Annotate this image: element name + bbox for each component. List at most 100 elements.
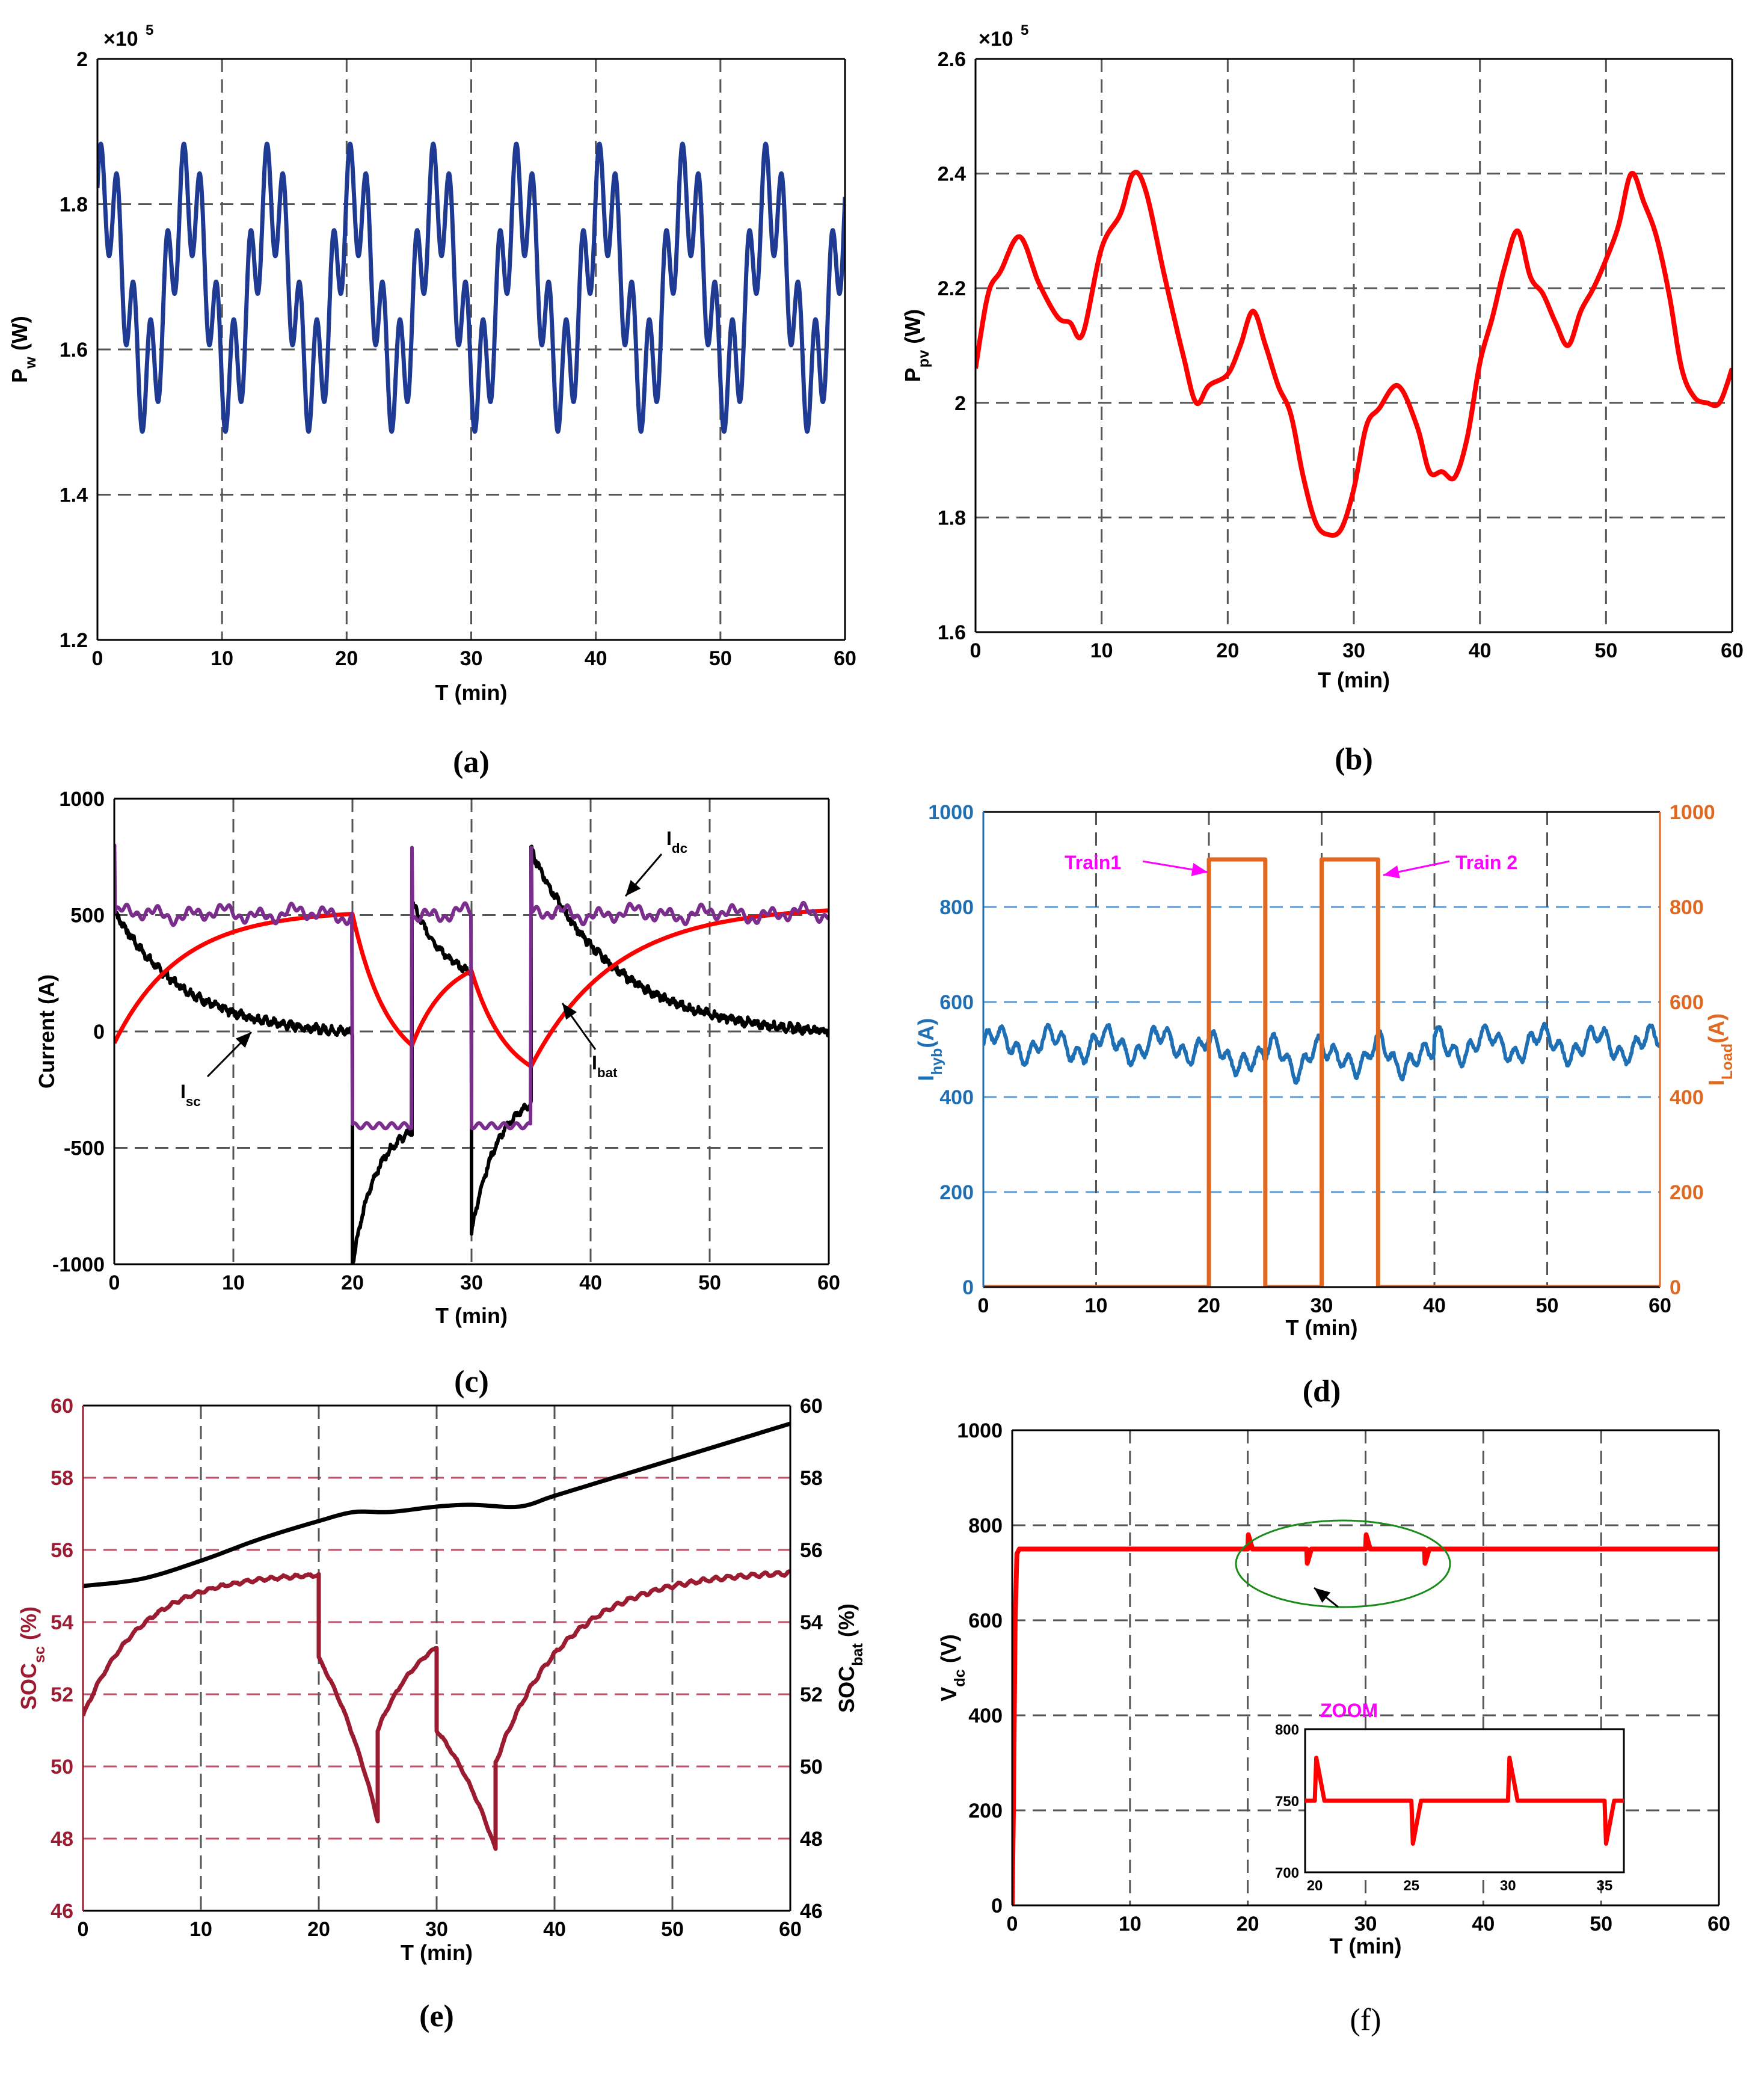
x-tick-label: 20	[307, 1918, 330, 1941]
y-tick-label: 1.2	[60, 629, 88, 652]
series-line-soc-sc	[83, 1569, 790, 1851]
series-line-soc-bat	[83, 1421, 790, 1588]
y-tick-label: 1.6	[60, 339, 88, 361]
x-axis-label: T (min)	[1330, 1934, 1402, 1958]
x-tick-label: 20	[1197, 1294, 1220, 1317]
x-tick-label: 20	[341, 1271, 364, 1294]
y-right-tick-label: 58	[800, 1467, 823, 1490]
x-tick-label: 10	[1119, 1913, 1142, 1935]
arrow-i-dc-head	[625, 880, 641, 896]
y-tick-label: 600	[968, 1609, 1003, 1632]
x-tick-label: 30	[1342, 639, 1365, 662]
x-tick-label: 0	[109, 1271, 120, 1294]
series-line-v-dc	[1012, 1532, 1719, 1905]
x-axis-label: T (min)	[1318, 668, 1390, 692]
x-tick-label: 0	[78, 1918, 89, 1941]
y-tick-label: 60	[51, 1395, 73, 1418]
panel-caption: (f)	[1350, 2003, 1381, 2037]
annotation-i-sc: Isc	[180, 1081, 201, 1109]
x-tick-label: 40	[579, 1271, 602, 1294]
x-axis-label: T (min)	[435, 1303, 508, 1328]
y-tick-label: 800	[968, 1514, 1003, 1537]
x-tick-label: 20	[335, 647, 358, 670]
y-tick-label: 0	[991, 1895, 1003, 1917]
x-tick-label: 30	[1354, 1913, 1377, 1935]
y-tick-label: 1.6	[938, 621, 966, 644]
inset-x-tick-label: 35	[1597, 1878, 1613, 1894]
y-tick-label: 46	[51, 1900, 73, 1923]
x-tick-label: 10	[222, 1271, 245, 1294]
x-tick-label: 40	[543, 1918, 566, 1941]
arrow-zoom-head	[1314, 1588, 1331, 1603]
x-tick-label: 50	[1594, 639, 1617, 662]
y-tick-label: 1000	[957, 1419, 1003, 1442]
y-right-tick-label: 56	[800, 1539, 823, 1562]
inset-x-tick-label: 25	[1403, 1878, 1419, 1894]
x-tick-label: 0	[978, 1294, 989, 1317]
y-exponent-power: 5	[1021, 22, 1028, 38]
x-tick-label: 40	[1469, 639, 1492, 662]
annotation-i-bat: Ibat	[592, 1052, 618, 1080]
y-right-tick-label: 600	[1670, 991, 1704, 1014]
panel-b: 1.6 1.8 2 2.2 2.4 2.6 0 10 20 30 40 50 60 ×10 5 Ppv (W)…	[900, 22, 1744, 776]
x-tick-label: 0	[92, 647, 103, 670]
y-right-tick-label: 52	[800, 1683, 823, 1706]
panel-c: -1000 -500 0 500 1000 0 10 20 30 40 50 60 Idc Isc Ibat…	[34, 788, 840, 1399]
y-right-tick-label: 46	[800, 1900, 823, 1923]
x-tick-label: 60	[1649, 1294, 1671, 1317]
y-tick-label: 400	[968, 1704, 1003, 1727]
y-tick-label: 1.8	[60, 194, 88, 217]
inset-y-tick-label: 700	[1275, 1865, 1299, 1881]
annotation-train1: Train1	[1065, 852, 1121, 873]
series-line-p-pv	[976, 170, 1732, 538]
annotation-i-dc: Idc	[666, 828, 687, 856]
y-tick-label: 500	[70, 905, 105, 927]
y-tick-label: 400	[939, 1086, 974, 1109]
inset-y-tick-label: 800	[1275, 1722, 1299, 1738]
y-right-tick-label: 800	[1670, 896, 1704, 919]
x-tick-label: 30	[460, 647, 483, 670]
panel-e: 46 46 48 48 50 50 52 52 54 54 56 56 58 58 60 60 0 10 20 30 4…	[16, 1395, 866, 2033]
y-tick-label: 200	[968, 1800, 1003, 1822]
panel-caption: (a)	[453, 745, 490, 779]
x-tick-label: 50	[1536, 1294, 1559, 1317]
y-tick-label: 1.4	[60, 484, 88, 507]
x-tick-label: 50	[698, 1271, 721, 1294]
y-tick-label: 2.4	[938, 163, 966, 186]
x-tick-label: 30	[425, 1918, 448, 1941]
x-tick-label: 30	[1311, 1294, 1333, 1317]
panel-f: 0 200 400 600 800 1000 0 10 20 30 40 50 60 ZOOM 20 25 30…	[936, 1419, 1730, 2037]
y-tick-label: 2	[954, 392, 966, 415]
y-right-tick-label: 400	[1670, 1086, 1704, 1109]
arrow-train1-head	[1191, 862, 1208, 876]
panel-caption: (c)	[454, 1365, 489, 1399]
y-tick-label: 600	[939, 991, 974, 1014]
x-tick-label: 60	[817, 1271, 840, 1294]
x-tick-label: 0	[970, 639, 982, 662]
arrow-train2-head	[1383, 865, 1400, 879]
inset-x-tick-label: 30	[1500, 1878, 1516, 1894]
x-tick-label: 60	[834, 647, 856, 670]
annotation-train2: Train 2	[1455, 852, 1517, 873]
x-tick-label: 10	[1085, 1294, 1108, 1317]
y-tick-label: 1000	[928, 801, 974, 824]
zoom-ellipse	[1235, 1519, 1451, 1608]
y-tick-label: 200	[939, 1181, 974, 1204]
y-exponent-label: ×10	[103, 28, 138, 51]
inset-series-line-v-dc	[1305, 1756, 1624, 1846]
y-right-tick-label: 50	[800, 1756, 823, 1778]
x-tick-label: 50	[661, 1918, 684, 1941]
y-right-tick-label: 0	[1670, 1276, 1681, 1299]
y-right-tick-label: 1000	[1670, 801, 1715, 824]
y-exponent-label: ×10	[979, 28, 1013, 51]
y-tick-label: 58	[51, 1467, 73, 1490]
x-tick-label: 40	[1472, 1913, 1495, 1935]
y-axis-label: Pw (W)	[7, 316, 39, 383]
series-line-p-w	[97, 141, 845, 434]
y-tick-label: 0	[93, 1021, 105, 1044]
x-tick-label: 60	[1721, 639, 1744, 662]
series-line-i-dc	[114, 843, 829, 1131]
x-tick-label: 10	[1090, 639, 1113, 662]
y-tick-label: -1000	[52, 1253, 105, 1276]
